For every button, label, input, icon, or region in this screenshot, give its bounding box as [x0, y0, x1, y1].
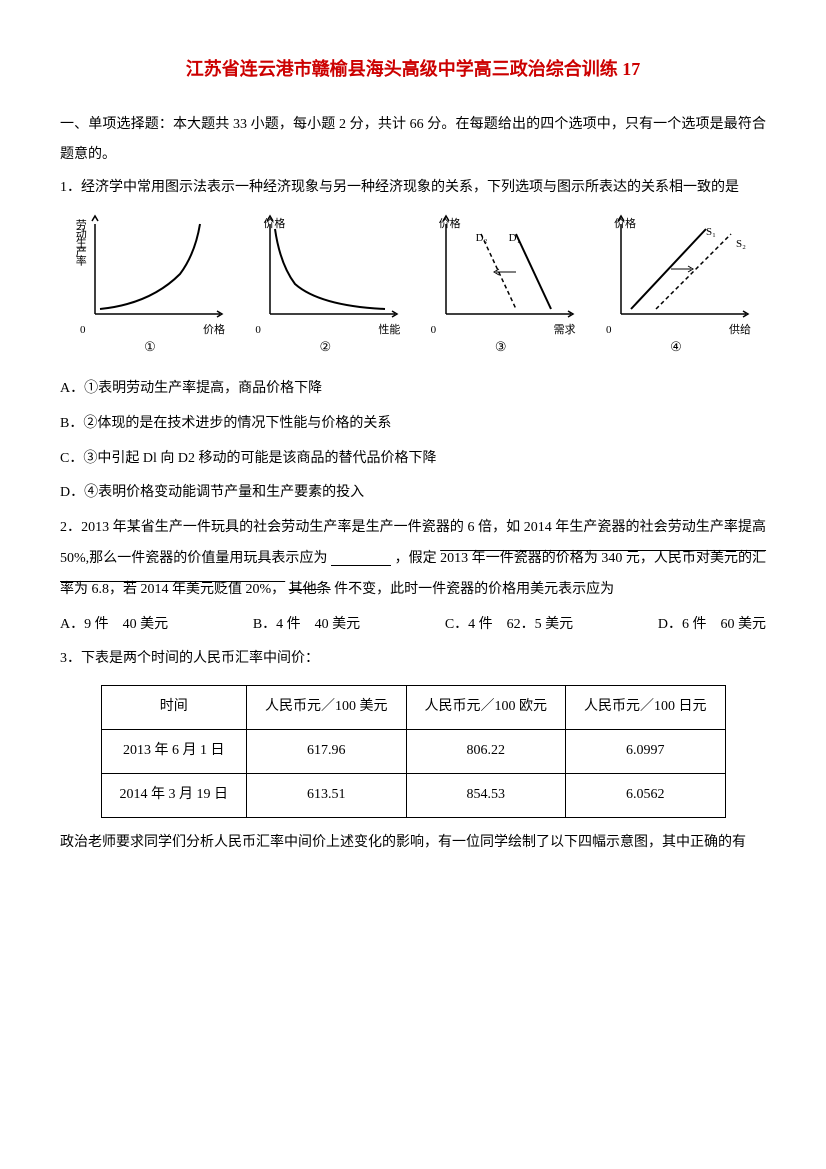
q3-stem: 3．下表是两个时间的人民币汇率中间价： — [60, 644, 766, 675]
q1-option-c: C．③中引起 Dl 向 D2 移动的可能是该商品的替代品价格下降 — [60, 444, 766, 475]
td-1-0: 2014 年 3 月 19 日 — [101, 773, 247, 817]
chart2-xlabel: 性能 — [378, 318, 400, 342]
q2-option-c: C．4 件 62．5 美元 — [445, 610, 573, 641]
td-1-2: 854.53 — [406, 773, 566, 817]
page-title: 江苏省连云港市赣榆县海头高级中学高三政治综合训练 17 — [60, 50, 766, 90]
chart4-s1: S₁ — [706, 220, 716, 244]
q2-option-a: A．9 件 40 美元 — [60, 610, 168, 641]
td-1-1: 613.51 — [247, 773, 407, 817]
td-1-3: 6.0562 — [566, 773, 726, 817]
q2-options: A．9 件 40 美元 B．4 件 40 美元 C．4 件 62．5 美元 D．… — [60, 610, 766, 641]
chart4-xlabel: 供给 — [729, 318, 751, 342]
td-0-1: 617.96 — [247, 729, 407, 773]
th-2: 人民币元／100 欧元 — [406, 686, 566, 730]
q2-stem: 2．2013 年某省生产一件玩具的社会劳动生产率是生产一件瓷器的 6 倍，如 2… — [60, 513, 766, 605]
chart-3: 价格 D₂ D₁ 0 需求 ③ — [421, 214, 581, 354]
chart1-num: ① — [144, 333, 156, 362]
chart3-num: ③ — [495, 333, 507, 362]
chart2-num: ② — [320, 333, 332, 362]
chart3-xlabel: 需求 — [554, 318, 576, 342]
chart2-ylabel: 价格 — [263, 212, 285, 236]
chart-1: 劳动生产率 0 价格 ① — [70, 214, 230, 354]
chart4-origin: 0 — [606, 318, 612, 342]
chart-4: 价格 S₁ S₂ 0 供给 ④ — [596, 214, 756, 354]
instructions: 一、单项选择题：本大题共 33 小题，每小题 2 分，共计 66 分。在每题给出… — [60, 110, 766, 172]
q2-part2: ，假定 — [395, 551, 437, 566]
chart3-origin: 0 — [431, 318, 437, 342]
chart4-ylabel: 价格 — [614, 212, 636, 236]
td-0-3: 6.0997 — [566, 729, 726, 773]
q1-stem: 1．经济学中常用图示法表示一种经济现象与另一种经济现象的关系，下列选项与图示所表… — [60, 173, 766, 204]
q1-option-d: D．④表明价格变动能调节产量和生产要素的投入 — [60, 478, 766, 509]
q3-followup: 政治老师要求同学们分析人民币汇率中间价上述变化的影响，有一位同学绘制了以下四幅示… — [60, 828, 766, 859]
chart3-ylabel: 价格 — [439, 212, 461, 236]
q2-part5: 件不变，此时一件瓷器的价格用美元表示应为 — [334, 582, 614, 597]
chart4-s2: S₂ — [736, 232, 746, 256]
q2-option-b: B．4 件 40 美元 — [253, 610, 360, 641]
table-header-row: 时间 人民币元／100 美元 人民币元／100 欧元 人民币元／100 日元 — [101, 686, 725, 730]
q3-table: 时间 人民币元／100 美元 人民币元／100 欧元 人民币元／100 日元 2… — [101, 685, 726, 817]
td-0-0: 2013 年 6 月 1 日 — [101, 729, 247, 773]
chart3-d1: D₁ — [509, 226, 521, 250]
table-row: 2013 年 6 月 1 日 617.96 806.22 6.0997 — [101, 729, 725, 773]
q2-blank — [331, 552, 391, 566]
th-0: 时间 — [101, 686, 247, 730]
td-0-2: 806.22 — [406, 729, 566, 773]
chart3-d2: D₂ — [476, 226, 488, 250]
q2-option-d: D．6 件 60 美元 — [658, 610, 766, 641]
q1-option-a: A．①表明劳动生产率提高，商品价格下降 — [60, 374, 766, 405]
chart1-xlabel: 价格 — [203, 318, 225, 342]
q1-charts: 劳动生产率 0 价格 ① 价格 0 性能 ② 价格 D₂ D₁ — [60, 214, 766, 354]
chart1-ylabel: 劳动生产率 — [68, 219, 92, 264]
chart2-origin: 0 — [255, 318, 261, 342]
table-row: 2014 年 3 月 19 日 613.51 854.53 6.0562 — [101, 773, 725, 817]
q1-option-b: B．②体现的是在技术进步的情况下性能与价格的关系 — [60, 409, 766, 440]
th-3: 人民币元／100 日元 — [566, 686, 726, 730]
chart-2: 价格 0 性能 ② — [245, 214, 405, 354]
th-1: 人民币元／100 美元 — [247, 686, 407, 730]
q2-part4: 其他条 — [289, 582, 331, 597]
chart1-origin: 0 — [80, 318, 86, 342]
chart4-num: ④ — [670, 333, 682, 362]
